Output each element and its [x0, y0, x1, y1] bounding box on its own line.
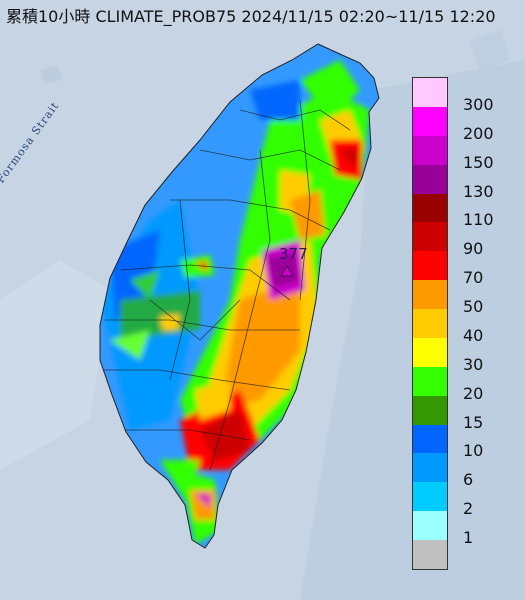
legend-label: 1 — [463, 528, 474, 548]
legend-label: 90 — [463, 239, 484, 259]
legend-label: 15 — [463, 412, 484, 432]
legend-swatch — [413, 366, 447, 397]
legend-label: 200 — [463, 123, 494, 143]
legend-label: 6 — [463, 470, 474, 490]
peak-marker-icon — [280, 265, 294, 277]
legend-swatch — [413, 424, 447, 454]
legend-swatch — [413, 135, 447, 166]
legend-label: 130 — [463, 181, 494, 201]
legend-label: 10 — [463, 441, 484, 461]
island-outline — [99, 43, 380, 549]
legend-swatch — [413, 78, 447, 108]
legend-swatch — [413, 395, 447, 426]
legend-swatch — [413, 453, 447, 483]
legend-swatch — [413, 309, 447, 339]
legend-label: 40 — [463, 325, 484, 345]
color-legend — [412, 77, 448, 570]
legend-label: 110 — [463, 210, 494, 230]
map-title: 累積10小時 CLIMATE_PROB75 2024/11/15 02:20~1… — [6, 7, 496, 26]
legend-swatch — [413, 251, 447, 281]
legend-label: 300 — [463, 94, 494, 114]
legend-swatch — [413, 106, 447, 137]
legend-swatch — [413, 222, 447, 252]
peak-value-label: 377 — [279, 245, 308, 263]
legend-swatch — [413, 337, 447, 368]
legend-label: 50 — [463, 297, 484, 317]
island-fragment — [40, 66, 62, 84]
legend-label: 30 — [463, 354, 484, 374]
legend-label: 150 — [463, 152, 494, 172]
legend-swatch — [413, 164, 447, 195]
legend-label: 70 — [463, 268, 484, 288]
island-fragment — [470, 30, 510, 70]
legend-swatch — [413, 540, 447, 570]
legend-label: 2 — [463, 499, 474, 519]
legend-swatch — [413, 511, 447, 541]
legend-swatch — [413, 482, 447, 512]
legend-label: 20 — [463, 383, 484, 403]
strait-shelf — [0, 260, 110, 470]
legend-swatch — [413, 280, 447, 310]
legend-swatch — [413, 193, 447, 223]
